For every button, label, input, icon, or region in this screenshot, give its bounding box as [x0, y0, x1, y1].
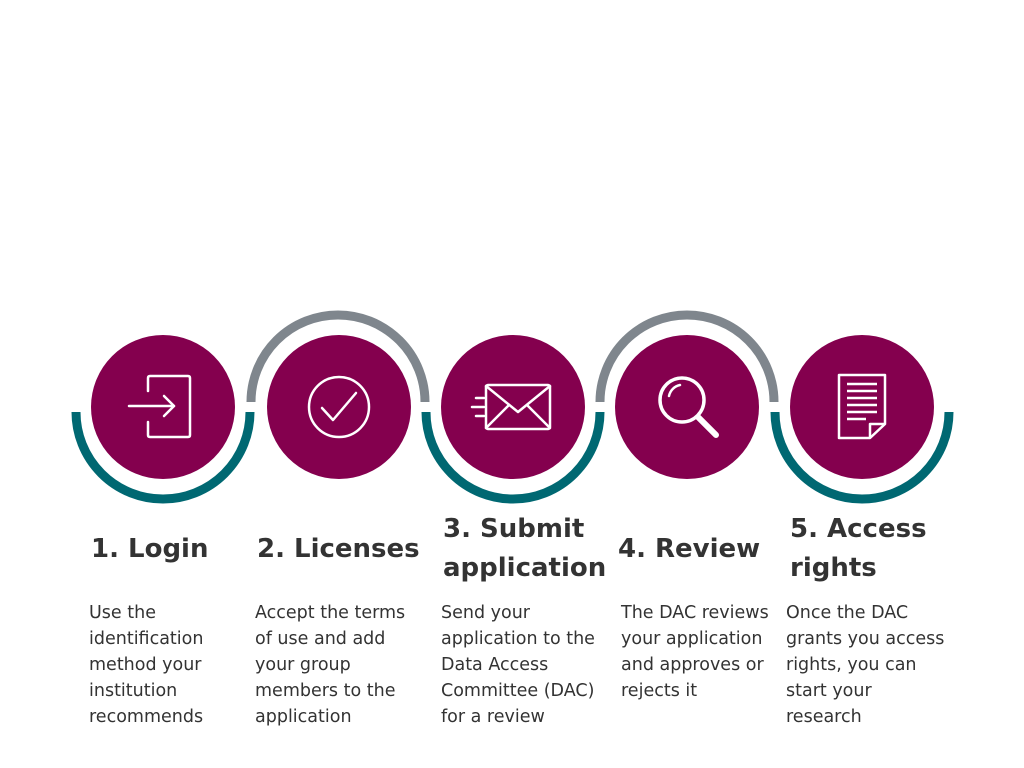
step-1-description: Use the identification method your insti…	[89, 600, 203, 730]
description-line: Accept the terms	[255, 603, 406, 623]
step-4-title: 4. Review	[618, 534, 761, 564]
step-3-title-line: application	[443, 553, 607, 583]
description-line: Once the DAC	[786, 603, 909, 623]
description-line: application to the	[441, 629, 595, 649]
description-line: Committee (DAC)	[441, 681, 595, 701]
description-line: Data Access	[441, 655, 549, 675]
document-icon	[837, 373, 887, 440]
step-2-title: 2. Licenses	[257, 534, 420, 564]
step-5-description: Once the DAC grants you access rights, y…	[786, 600, 944, 730]
step-3-title-line: 3. Submit	[443, 514, 585, 544]
description-line: and approves or	[621, 655, 764, 675]
teal-arc-3	[421, 411, 605, 504]
envelope-icon	[470, 383, 552, 431]
step-4-description: The DAC reviews your application and app…	[621, 600, 769, 704]
description-line: institution	[89, 681, 178, 701]
step-1-title: 1. Login	[91, 534, 209, 564]
step-3-description: Send your application to the Data Access…	[441, 600, 595, 730]
description-line: rights, you can	[786, 655, 917, 675]
gray-arc-4	[595, 310, 779, 403]
description-line: your group	[255, 655, 351, 675]
step-5-title-line: rights	[790, 553, 877, 583]
description-line: recommends	[89, 707, 204, 727]
description-line: your application	[621, 629, 763, 649]
description-line: research	[786, 707, 862, 727]
description-line: of use and add	[255, 629, 386, 649]
description-line: Use the	[89, 603, 156, 623]
description-line: application	[255, 707, 352, 727]
step-2-description: Accept the terms of use and add your gro…	[255, 600, 405, 730]
description-line: method your	[89, 655, 202, 675]
description-line: The DAC reviews	[621, 603, 769, 623]
description-line: start your	[786, 681, 872, 701]
description-line: members to the	[255, 681, 396, 701]
step-2-circle	[267, 335, 411, 479]
step-5-title: 5. Access rights	[790, 510, 927, 588]
gray-arc-2	[246, 310, 430, 403]
teal-arc-5	[770, 411, 954, 504]
description-line: for a review	[441, 707, 545, 727]
step-5-title-line: 5. Access	[790, 514, 927, 544]
magnifier-icon	[658, 376, 719, 438]
step-4-circle	[615, 335, 759, 479]
description-line: grants you access	[786, 629, 945, 649]
description-line: Send your	[441, 603, 530, 623]
step-3-title: 3. Submit application	[443, 510, 606, 588]
checkmark-icon	[307, 375, 371, 439]
description-line: rejects it	[621, 681, 698, 701]
login-icon	[127, 374, 192, 439]
step-5-circle	[790, 335, 934, 479]
description-line: identification	[89, 629, 204, 649]
teal-arc-1	[71, 411, 255, 504]
